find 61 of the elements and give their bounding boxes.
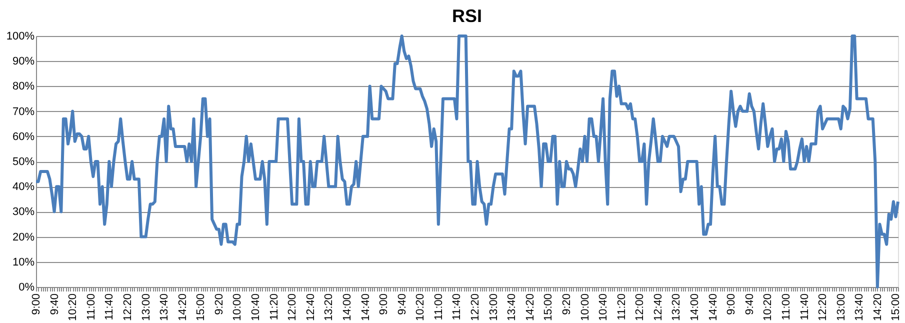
x-tick-label: 11:00	[432, 294, 445, 320]
line-series	[34, 34, 900, 288]
y-tick-label: 30%	[12, 206, 35, 218]
x-tick-label: 12:40	[652, 294, 664, 322]
x-tick-label: 10:00	[579, 294, 592, 322]
x-tick-label: 11:20	[268, 294, 280, 320]
y-tick-label: 70%	[12, 106, 35, 118]
x-tick-label: 10:40	[250, 294, 262, 322]
x-tick-label: 15:00	[195, 294, 208, 322]
x-tick-label: 9:20	[213, 294, 226, 315]
x-tick-label: 15:00	[542, 294, 555, 322]
x-tick-label: 9:40	[396, 294, 408, 315]
x-tick-label: 12:00	[634, 294, 646, 322]
x-tick-label: 9:00	[726, 294, 738, 315]
x-tick-label: 10:00	[232, 294, 244, 322]
y-tick-label: 0%	[18, 282, 35, 294]
y-tick-label: 100%	[6, 30, 35, 42]
x-tick-label: 13:40	[158, 294, 171, 322]
y-tick-label: 10%	[12, 256, 35, 268]
y-tick-label: 90%	[12, 56, 35, 68]
y-tick-label: 40%	[12, 181, 35, 194]
chart-title: RSI	[452, 6, 482, 26]
x-tick-label: 12:40	[304, 294, 317, 322]
x-tick-label: 9:20	[560, 294, 573, 315]
x-tick-label: 12:20	[470, 294, 482, 322]
y-tick-label: 20%	[12, 231, 35, 244]
x-tick-label: 13:20	[670, 294, 683, 322]
x-tick-label: 10:20	[762, 294, 774, 322]
x-tick-label: 14:20	[872, 294, 884, 322]
x-tick-label: 14:20	[176, 294, 189, 322]
x-tick-label: 9:00	[30, 294, 42, 315]
x-tick-label: 12:00	[286, 294, 299, 322]
x-tick-label: 11:40	[798, 294, 811, 320]
x-tick-label: 13:20	[323, 294, 336, 322]
y-tick-label: 50%	[12, 156, 35, 168]
y-tick-label: 80%	[12, 80, 35, 93]
x-tick-label: 14:00	[689, 294, 702, 322]
x-tick-label: 9:00	[378, 294, 390, 315]
x-tick-label: 13:00	[140, 294, 152, 322]
x-tick-label: 9:40	[48, 294, 61, 315]
y-tick-label: 60%	[12, 130, 35, 143]
x-tick-label: 13:00	[488, 294, 500, 322]
x-tick-label: 10:40	[598, 294, 610, 322]
x-tick-label: 14:00	[341, 294, 354, 322]
x-tick-label: 13:40	[506, 294, 518, 322]
x-tick-label: 13:40	[854, 294, 866, 322]
x-tick-label: 12:20	[122, 294, 134, 322]
x-tick-label: 9:40	[744, 294, 756, 315]
x-tick-label: 11:00	[85, 294, 98, 320]
x-tick-label: 12:20	[817, 294, 830, 322]
x-tick-label: 11:40	[104, 294, 116, 320]
x-tick-label: 10:20	[414, 294, 427, 322]
x-tick-label: 14:40	[707, 294, 720, 322]
x-tick-label: 14:40	[360, 294, 372, 322]
x-tick-label: 14:20	[524, 294, 536, 322]
x-tick-label: 13:00	[835, 294, 848, 322]
x-tick-label: 11:00	[780, 294, 792, 320]
x-tick-label: 10:20	[67, 294, 80, 322]
x-tick-label: 11:20	[616, 294, 628, 320]
x-tick-label: 15:00	[890, 294, 902, 322]
x-tick-label: 11:40	[451, 294, 464, 320]
